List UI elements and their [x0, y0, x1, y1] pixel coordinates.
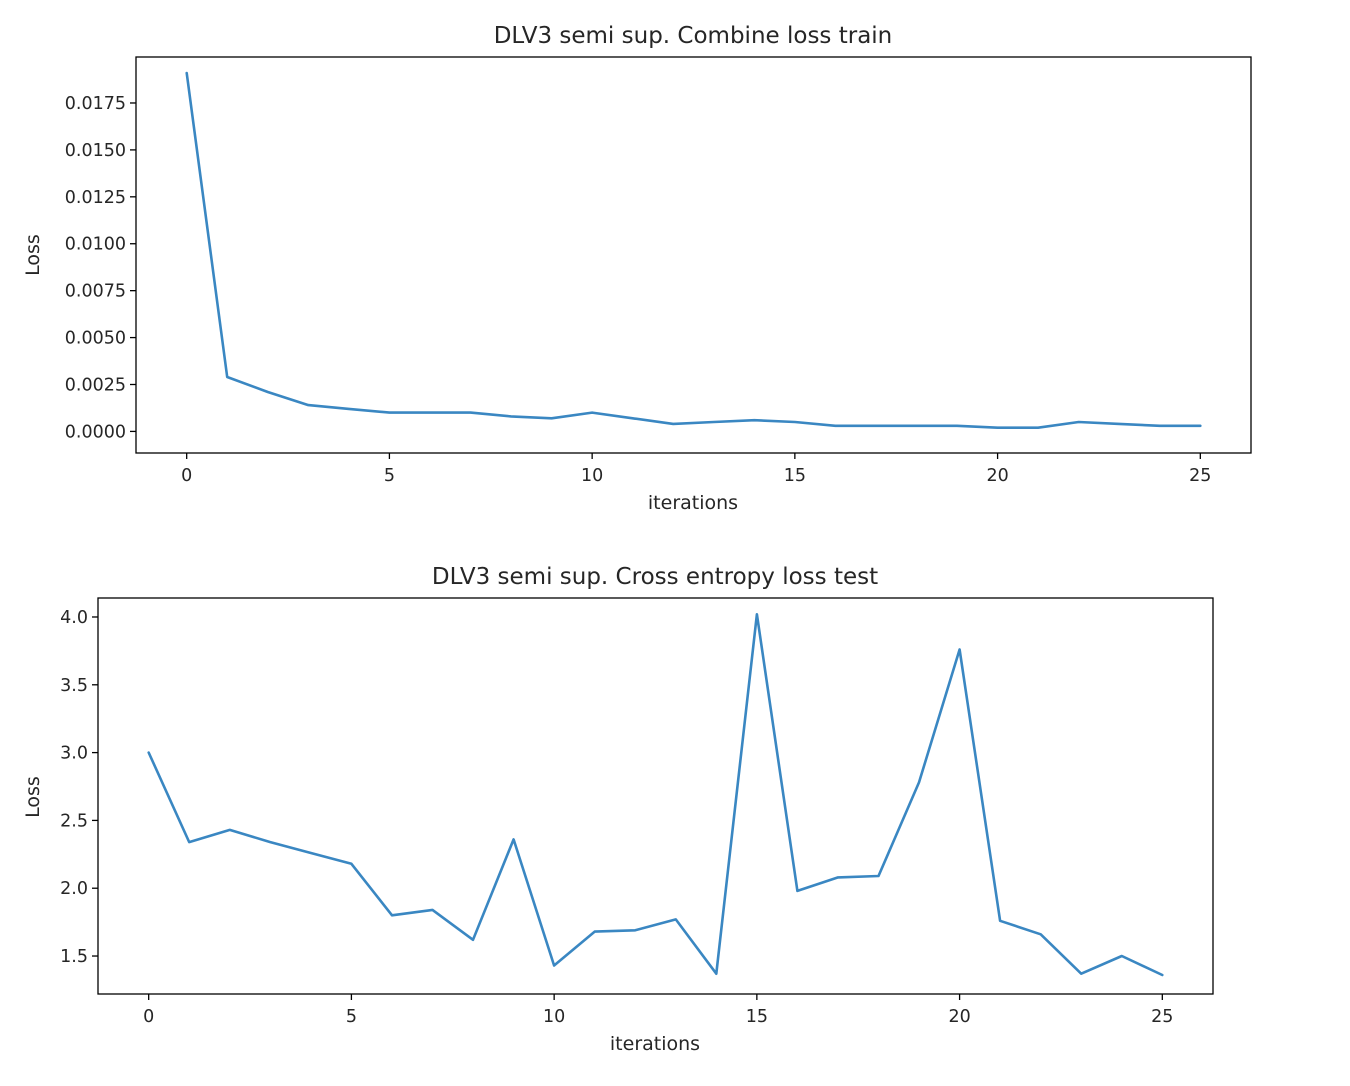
plot-area — [97, 597, 1214, 995]
x-axis-ticks: 0 5 10 15 20 25 — [143, 994, 1173, 1027]
y-axis-ticks: 0.0000 0.0025 0.0050 0.0075 0.0100 0.0125 0.01… — [65, 94, 136, 442]
y-tick-label: 2.0 — [60, 879, 88, 899]
x-tick-label: 20 — [986, 466, 1008, 486]
x-tick-label: 10 — [543, 1007, 565, 1027]
y-tick-label: 0.0150 — [65, 141, 126, 161]
x-tick-label: 0 — [143, 1007, 154, 1027]
x-tick-label: 20 — [948, 1007, 970, 1027]
y-tick-label: 3.0 — [60, 744, 88, 764]
x-axis-label: iterations — [648, 492, 738, 514]
y-tick-label: 0.0025 — [65, 375, 126, 395]
y-tick-label: 3.5 — [60, 676, 88, 696]
y-tick-label: 0.0125 — [65, 188, 126, 208]
x-tick-label: 25 — [1189, 466, 1211, 486]
y-tick-label: 1.5 — [60, 947, 88, 967]
x-tick-label: 15 — [746, 1007, 768, 1027]
chart-cross-entropy-loss-test: DLV3 semi sup. Cross entropy loss test i… — [22, 564, 1214, 1055]
x-tick-label: 25 — [1151, 1007, 1173, 1027]
y-tick-label: 0.0100 — [65, 235, 126, 255]
y-axis-label: Loss — [22, 234, 44, 276]
chart-title: DLV3 semi sup. Cross entropy loss test — [432, 564, 878, 590]
x-tick-label: 0 — [181, 466, 192, 486]
y-tick-label: 0.0175 — [65, 94, 126, 114]
x-tick-label: 5 — [384, 466, 395, 486]
y-tick-label: 0.0075 — [65, 282, 126, 302]
chart-combine-loss-train: DLV3 semi sup. Combine loss train iterat… — [22, 23, 1252, 514]
series-line — [147, 613, 1164, 977]
y-tick-label: 2.5 — [60, 811, 88, 831]
x-axis-ticks: 0 5 10 15 20 25 — [181, 453, 1211, 486]
plot-area — [135, 56, 1252, 454]
y-tick-label: 4.0 — [60, 608, 88, 628]
y-axis-ticks: 1.5 2.0 2.5 3.0 3.5 4.0 — [60, 608, 98, 967]
series-line — [185, 71, 1202, 429]
x-axis-label: iterations — [610, 1033, 700, 1055]
y-tick-label: 0.0050 — [65, 329, 126, 349]
chart-title: DLV3 semi sup. Combine loss train — [494, 23, 893, 49]
y-tick-label: 0.0000 — [65, 422, 126, 442]
x-tick-label: 10 — [581, 466, 603, 486]
x-tick-label: 15 — [784, 466, 806, 486]
y-axis-label: Loss — [22, 776, 44, 818]
x-tick-label: 5 — [346, 1007, 357, 1027]
